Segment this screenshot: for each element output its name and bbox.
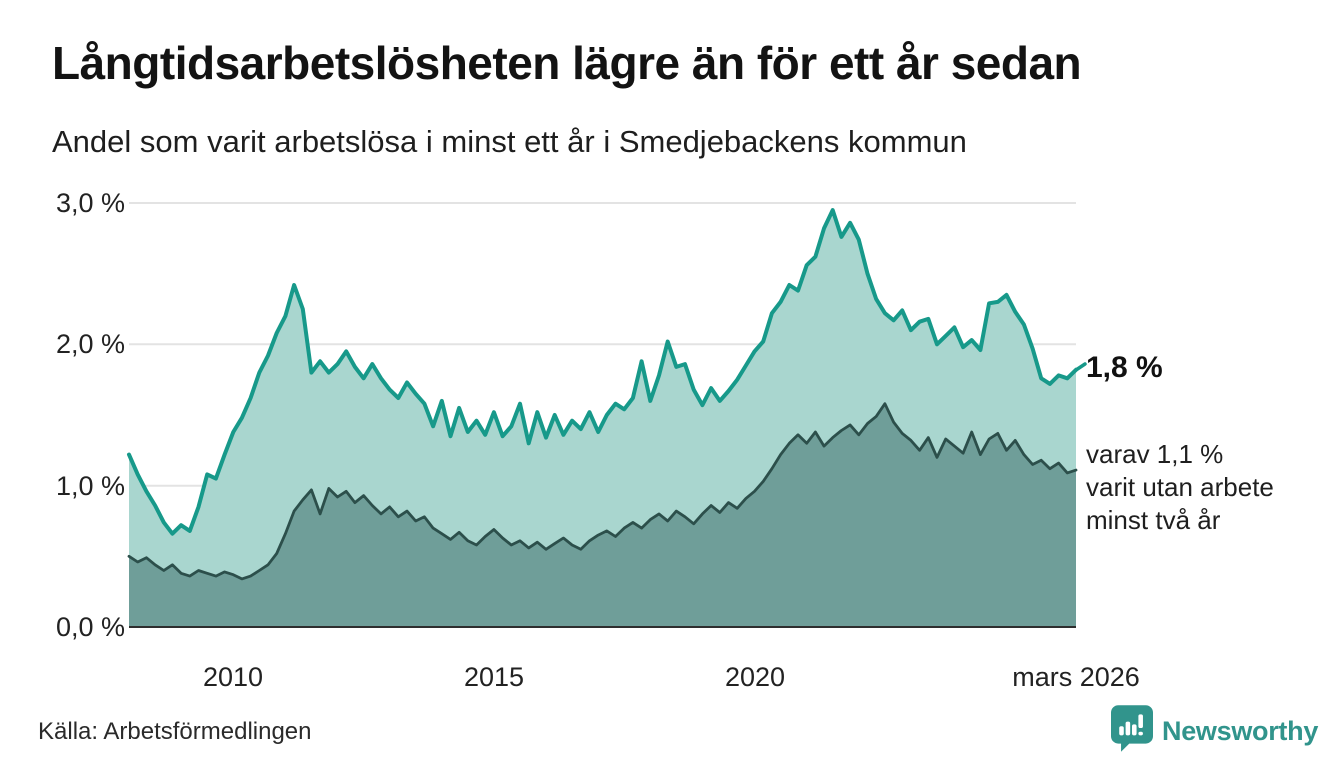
page-title: Långtidsarbetslösheten lägre än för ett … (52, 37, 1082, 89)
series-2-area (129, 403, 1076, 627)
source-note: Källa: Arbetsförmedlingen (38, 718, 312, 745)
end-label-connector-tick (1074, 362, 1087, 372)
series-2-line (127, 402, 1078, 581)
chart-subtitle: Andel som varit arbetslösa i minst ett å… (52, 124, 967, 159)
annotation-line-1: varav 1,1 % (1086, 439, 1224, 469)
brand-lockup: Newsworthy (1111, 705, 1318, 757)
x-tick-label-mars-2026: mars 2026 (1012, 662, 1140, 692)
series-1-line (127, 208, 1078, 536)
y-tick-label-1: 1,0 % (55, 471, 125, 501)
newsworthy-logo-icon (1111, 705, 1153, 757)
y-tick-label-2: 2,0 % (55, 329, 125, 359)
bar-chart-icon (1119, 714, 1143, 736)
series-2-annotation: varav 1,1 % varit utan arbete minst två … (1086, 438, 1316, 537)
end-value-label: 1,8 % (1086, 351, 1163, 384)
x-tick-label-2020: 2020 (724, 662, 786, 692)
x-tick-label-2010: 2010 (202, 662, 264, 692)
y-tick-label-3: 3,0 % (55, 188, 125, 218)
annotation-line-2: varit utan arbete (1086, 472, 1274, 502)
x-tick-label-2015: 2015 (463, 662, 525, 692)
annotation-line-3: minst två år (1086, 505, 1221, 535)
y-tick-label-0: 0,0 % (55, 612, 125, 642)
brand-wordmark: Newsworthy (1162, 715, 1319, 746)
speech-bubble-icon (1111, 705, 1153, 752)
